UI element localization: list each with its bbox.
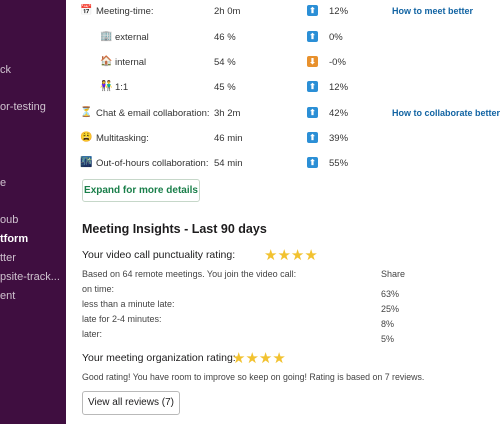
punctuality-row-share: 25% — [381, 304, 400, 314]
based-on-text: Based on 64 remote meetings. You join th… — [82, 269, 297, 279]
metric-label: external — [115, 32, 149, 43]
punctuality-row-label: on time: — [82, 284, 115, 294]
sidebar-item-platform[interactable]: tform — [0, 233, 29, 245]
punctuality-row-label: less than a minute late: — [82, 299, 175, 309]
exhausted-face-icon: 😩 — [80, 132, 93, 143]
arrow-up-icon: ⬆ — [307, 81, 318, 92]
building-icon: 🏢 — [100, 31, 113, 42]
arrow-up-icon: ⬆ — [307, 107, 318, 118]
rating-note: Good rating! You have room to improve so… — [82, 372, 425, 382]
metric-change: 42% — [329, 108, 349, 119]
metric-change: 12% — [329, 82, 349, 93]
share-column-header: Share — [381, 269, 406, 279]
metric-change: 12% — [329, 6, 349, 17]
how-to-meet-better-link[interactable]: How to meet better — [392, 6, 474, 16]
metric-label: 1:1 — [115, 82, 129, 93]
metric-value: 54 min — [214, 158, 243, 169]
expand-details-button[interactable]: Expand for more details — [82, 179, 200, 202]
metric-value: 2h 0m — [214, 6, 241, 17]
metric-label: Out-of-hours collaboration: — [96, 158, 209, 169]
organization-rating: Your meeting organization rating: ★★★★ — [82, 350, 286, 367]
people-icon: 👫 — [100, 81, 113, 92]
sidebar-item-tter[interactable]: tter — [0, 252, 16, 264]
metric-value: 54 % — [214, 57, 236, 68]
punctuality-row-share: 8% — [381, 319, 395, 329]
house-icon: 🏠 — [100, 56, 113, 67]
metric-row-chat-email: ⏳ Chat & email collaboration: 3h 2m ⬆ 42… — [66, 104, 500, 124]
arrow-up-icon: ⬆ — [307, 5, 318, 16]
metric-change: -0% — [329, 57, 346, 68]
metric-change: 39% — [329, 133, 349, 144]
arrow-up-icon: ⬆ — [307, 157, 318, 168]
main-content: 📅 Meeting-time: 2h 0m ⬆ 12% How to meet … — [66, 0, 500, 424]
metric-row-out-of-hours: 🌃 Out-of-hours collaboration: 54 min ⬆ 5… — [66, 154, 500, 174]
metric-value: 45 % — [214, 82, 236, 93]
metric-label: Chat & email collaboration: — [96, 108, 210, 119]
sidebar-item-website-track[interactable]: psite-track... — [0, 271, 60, 283]
punctuality-row-label: later: — [82, 329, 103, 339]
metric-row-meeting-time: 📅 Meeting-time: 2h 0m ⬆ 12% How to meet … — [66, 2, 500, 22]
punctuality-rating-label: Your video call punctuality rating: — [82, 249, 236, 261]
hourglass-icon: ⏳ — [80, 107, 93, 118]
sidebar-item-ck[interactable]: ck — [0, 64, 11, 76]
punctuality-row-label: late for 2-4 minutes: — [82, 314, 162, 324]
sidebar-item-e[interactable]: e — [0, 177, 7, 189]
sidebar: ck or-testing e oub tform tter psite-tra… — [0, 0, 66, 424]
metric-row-external: 🏢 external 46 % ⬆ 0% — [66, 28, 500, 48]
arrow-up-icon: ⬆ — [307, 132, 318, 143]
metric-change: 55% — [329, 158, 349, 169]
metric-row-one-on-one: 👫 1:1 45 % ⬆ 12% — [66, 78, 500, 98]
star-rating-icon: ★★★★ — [232, 350, 286, 367]
metric-row-multitasking: 😩 Multitasking: 46 min ⬆ 39% — [66, 129, 500, 149]
how-to-collaborate-better-link[interactable]: How to collaborate better — [392, 108, 500, 118]
metric-value: 46 % — [214, 32, 236, 43]
punctuality-row-share: 63% — [381, 289, 400, 299]
metric-row-internal: 🏠 internal 54 % ⬇ -0% — [66, 53, 500, 73]
star-rating-icon: ★★★★ — [264, 247, 318, 264]
metric-label: Meeting-time: — [96, 6, 154, 17]
punctuality-rating: Your video call punctuality rating: ★★★★ — [82, 247, 318, 264]
metric-label: Multitasking: — [96, 133, 149, 144]
punctuality-row-share: 5% — [381, 334, 395, 344]
sidebar-item-testing[interactable]: or-testing — [0, 101, 46, 113]
view-all-reviews-button[interactable]: View all reviews (7) — [82, 391, 180, 415]
arrow-up-icon: ⬆ — [307, 31, 318, 42]
metric-label: internal — [115, 57, 147, 68]
sidebar-item-ent[interactable]: ent — [0, 290, 16, 302]
meeting-insights-title: Meeting Insights - Last 90 days — [82, 222, 267, 236]
organization-rating-label: Your meeting organization rating: — [82, 352, 236, 364]
calendar-icon: 📅 — [80, 5, 93, 16]
city-night-icon: 🌃 — [80, 157, 93, 168]
arrow-down-icon: ⬇ — [307, 56, 318, 67]
sidebar-item-oub[interactable]: oub — [0, 214, 19, 226]
metric-value: 46 min — [214, 133, 243, 144]
metric-value: 3h 2m — [214, 108, 241, 119]
metric-change: 0% — [329, 32, 343, 43]
